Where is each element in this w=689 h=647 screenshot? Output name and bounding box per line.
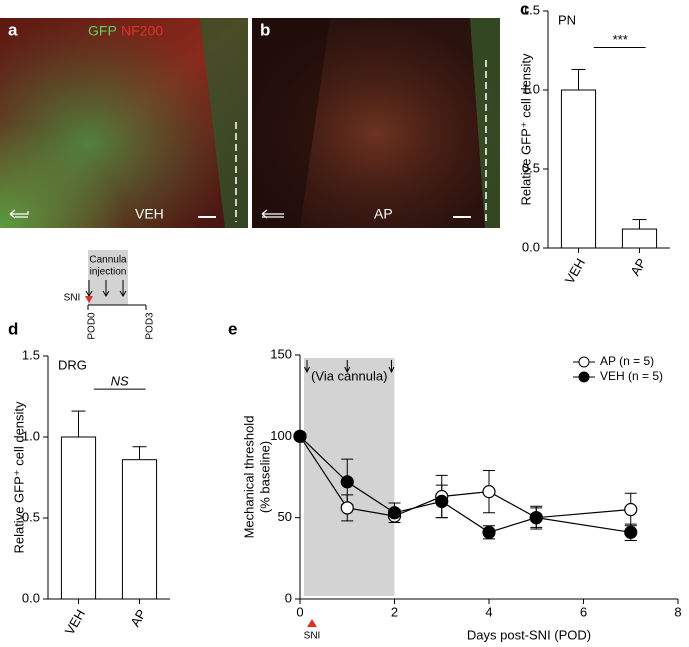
point <box>340 475 354 489</box>
y-axis-label: (% baseline) <box>257 441 272 513</box>
point <box>482 525 496 539</box>
schematic-text: POD0 <box>87 312 98 340</box>
y-tick-label: 0.0 <box>22 590 40 605</box>
micrograph-a <box>0 18 248 228</box>
panel-label: e <box>228 319 237 338</box>
y-tick-label: 0.5 <box>522 160 540 175</box>
stain-label: NF200 <box>121 23 163 39</box>
bar <box>121 459 158 600</box>
legend-label: VEH (n = 5) <box>600 369 663 383</box>
x-tick-label: 0 <box>296 604 303 619</box>
bar <box>60 436 97 600</box>
point <box>293 429 307 443</box>
x-tick-label: VEH <box>62 607 88 638</box>
significance-label: NS <box>111 374 129 389</box>
y-tick-label: 0 <box>285 590 292 605</box>
condition-label: AP <box>374 206 393 222</box>
y-tick-label: 1.5 <box>22 347 40 362</box>
schematic-text: injection <box>90 267 127 278</box>
micrograph-b <box>252 18 500 228</box>
injection-arrow <box>344 360 351 374</box>
y-tick-label: 1.0 <box>22 428 40 443</box>
x-tick-label: VEH <box>562 256 588 287</box>
schematic-text: SNI <box>64 293 81 304</box>
point <box>387 506 402 520</box>
x-axis-label: Days post-SNI (POD) <box>467 627 591 642</box>
legend-marker <box>578 371 590 383</box>
event-label: SNI <box>304 631 321 642</box>
point <box>624 525 638 539</box>
injection-schematic: Cannula injection SNI POD0 POD3 <box>64 250 156 340</box>
x-tick-label: 6 <box>580 604 587 619</box>
y-tick-label: 0.0 <box>522 239 540 254</box>
injection-arrow <box>388 360 395 374</box>
x-tick-label: AP <box>127 607 149 630</box>
bar <box>560 89 597 249</box>
panel-label: b <box>260 20 270 39</box>
y-axis-label: Relative GFP⁺ cell density <box>518 53 533 206</box>
condition-label: VEH <box>135 206 164 222</box>
subtitle: PN <box>558 12 576 27</box>
bar <box>621 228 658 249</box>
y-tick-label: 0.5 <box>22 509 40 524</box>
x-tick-label: 2 <box>391 604 398 619</box>
point <box>340 501 354 515</box>
panel-label: c <box>520 0 529 18</box>
point <box>435 494 449 508</box>
y-tick-label: 50 <box>278 509 292 524</box>
panel-label: a <box>8 20 18 39</box>
y-tick-label: 150 <box>270 346 292 361</box>
event-marker <box>307 619 317 627</box>
panel-label: d <box>8 319 18 338</box>
y-tick-label: 1.5 <box>522 2 540 17</box>
x-tick-label: AP <box>627 256 649 279</box>
point <box>624 502 638 517</box>
legend-marker <box>578 356 590 368</box>
point <box>482 485 496 499</box>
annotation: (Via cannula) <box>311 368 387 383</box>
y-tick-label: 1.0 <box>522 81 540 96</box>
subtitle: DRG <box>58 357 87 372</box>
legend-label: AP (n = 5) <box>600 354 654 368</box>
y-axis-label: Relative GFP⁺ cell density <box>11 401 26 554</box>
significance-label: *** <box>612 32 628 47</box>
schematic-text: Cannula <box>89 255 127 266</box>
schematic-text: POD3 <box>145 312 156 340</box>
y-axis-label: Mechanical threshold <box>241 416 256 539</box>
injection-arrow <box>304 360 310 374</box>
y-tick-label: 100 <box>270 428 292 443</box>
x-tick-label: 4 <box>485 604 492 619</box>
stain-label: GFP <box>88 23 117 39</box>
x-tick-label: 8 <box>674 604 681 619</box>
point <box>529 511 543 525</box>
